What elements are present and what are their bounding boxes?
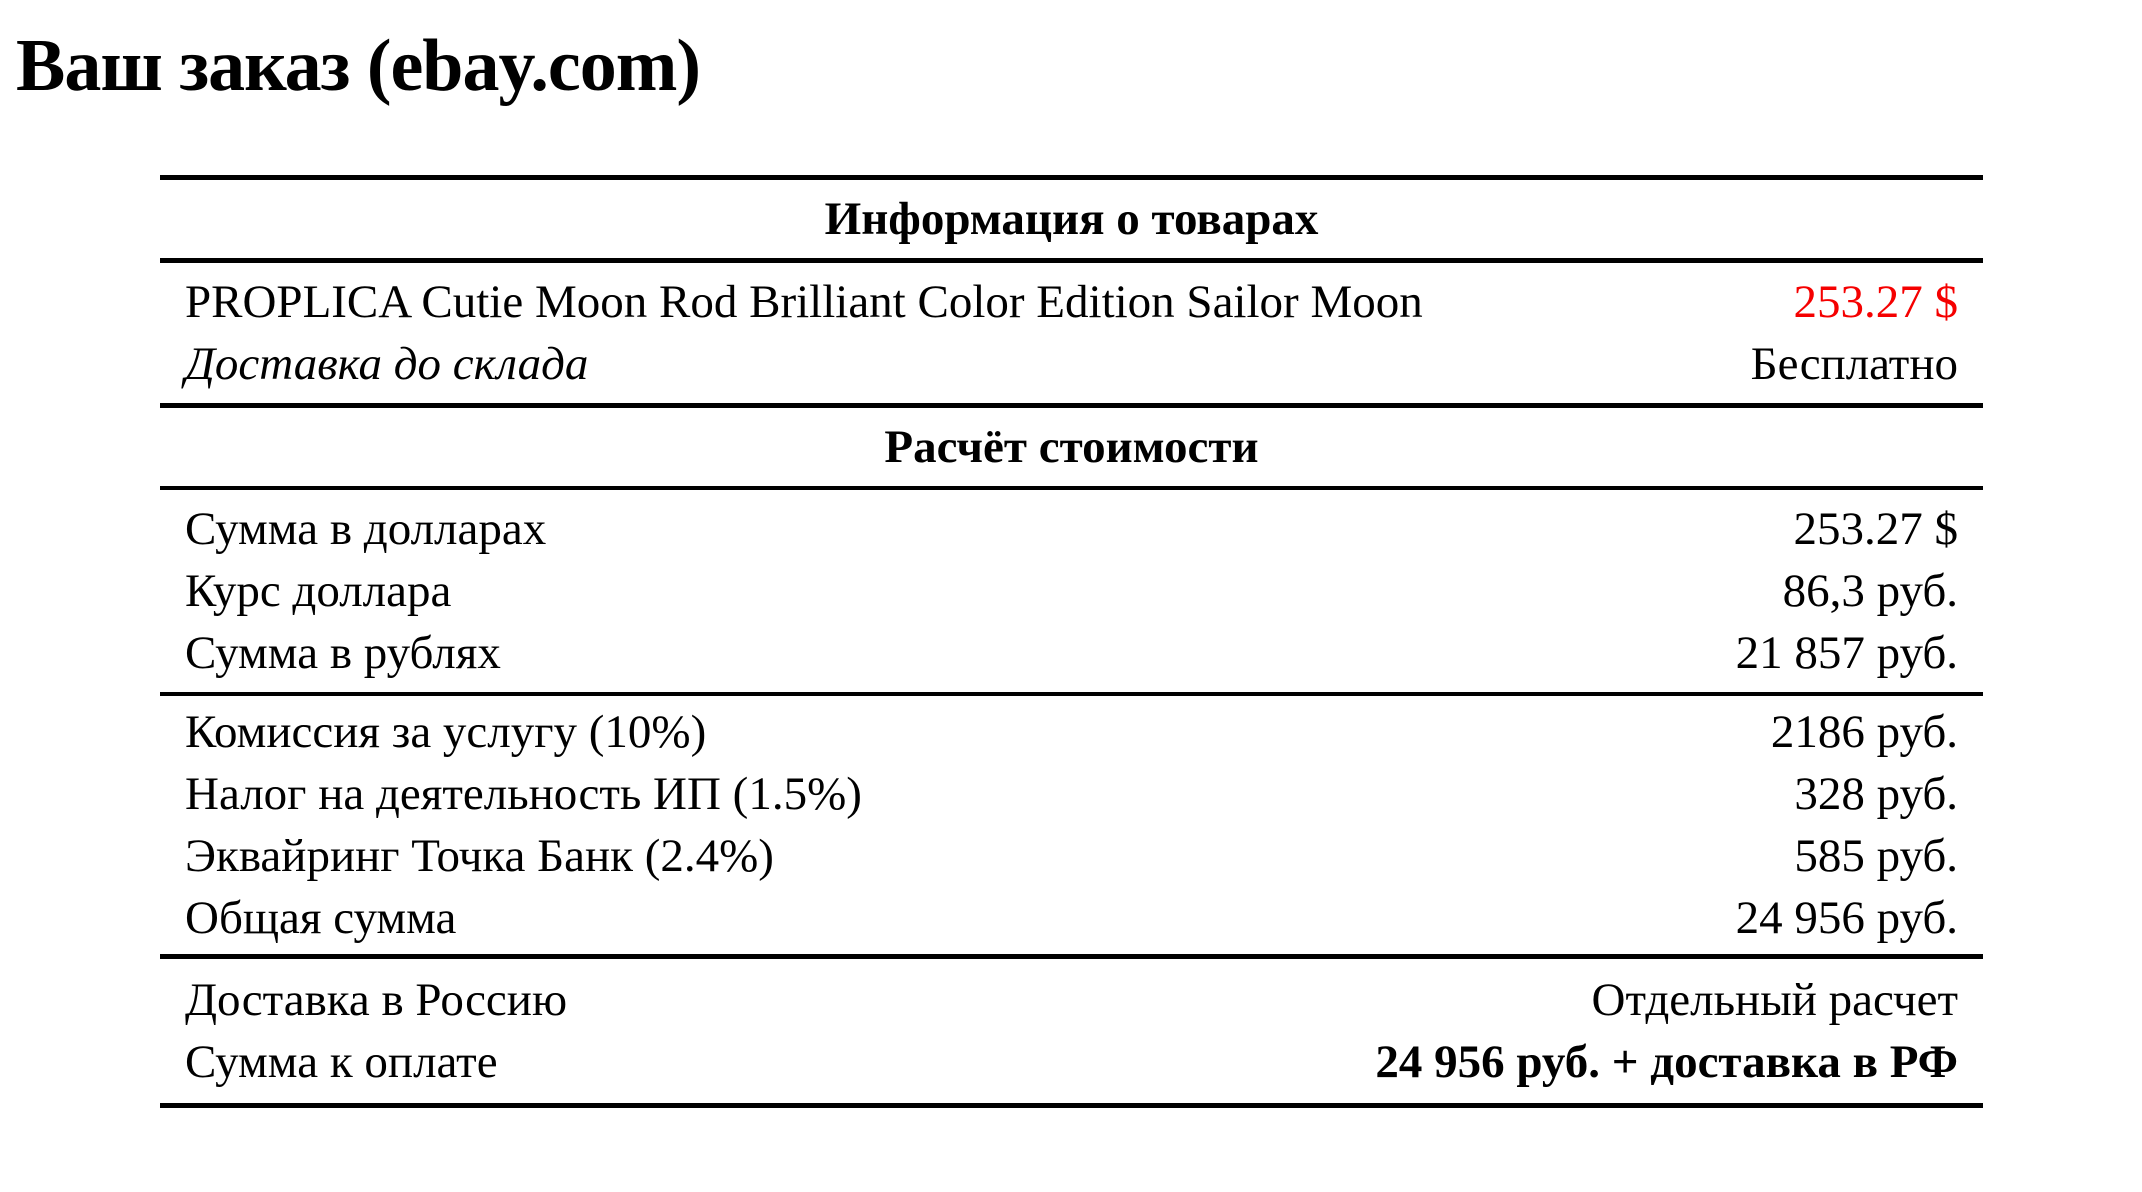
table-row-rub-sum: Сумма в рублях 21 857 руб.	[160, 622, 1983, 684]
amount-due-label: Сумма к оплате	[185, 1036, 498, 1088]
table-top-rule	[160, 175, 1983, 180]
product-name: PROPLICA Cutie Moon Rod Brilliant Color …	[185, 276, 1423, 328]
rule-above-final-section	[160, 954, 1983, 959]
page-title: Ваш заказ (ebay.com)	[16, 25, 701, 107]
currency-conversion-section: Сумма в долларах 253.27 $ Курс доллара 8…	[160, 490, 1983, 692]
tax-label: Налог на деятельность ИП (1.5%)	[185, 768, 862, 820]
table-row-warehouse-delivery: Доставка до склада Бесплатно	[160, 333, 1983, 395]
warehouse-delivery-value: Бесплатно	[1750, 338, 1958, 390]
rule-above-fees-section	[160, 692, 1983, 696]
final-section: Доставка в Россию Отдельный расчет Сумма…	[160, 959, 1983, 1103]
usd-sum-label: Сумма в долларах	[185, 503, 547, 555]
service-fee-value: 2186 руб.	[1770, 706, 1958, 758]
table-bottom-rule	[160, 1103, 1983, 1108]
product-price: 253.27 $	[1793, 276, 1959, 328]
rub-sum-value: 21 857 руб.	[1735, 627, 1958, 679]
tax-value: 328 руб.	[1794, 768, 1958, 820]
table-row-acquiring: Эквайринг Точка Банк (2.4%) 585 руб.	[160, 825, 1983, 887]
order-summary-table: Информация о товарах PROPLICA Cutie Moon…	[160, 175, 1983, 1108]
russia-delivery-label: Доставка в Россию	[185, 974, 568, 1026]
acquiring-value: 585 руб.	[1794, 830, 1958, 882]
section-header-cost-calc: Расчёт стоимости	[884, 421, 1259, 473]
usd-rate-label: Курс доллара	[185, 565, 452, 617]
table-row-tax: Налог на деятельность ИП (1.5%) 328 руб.	[160, 763, 1983, 825]
service-fee-label: Комиссия за услугу (10%)	[185, 706, 707, 758]
table-row-usd-rate: Курс доллара 86,3 руб.	[160, 560, 1983, 622]
table-row-russia-delivery: Доставка в Россию Отдельный расчет	[160, 969, 1983, 1031]
usd-sum-value: 253.27 $	[1793, 503, 1959, 555]
rule-above-cost-calc-header	[160, 403, 1983, 408]
total-label: Общая сумма	[185, 892, 457, 944]
table-row-service-fee: Комиссия за услугу (10%) 2186 руб.	[160, 701, 1983, 763]
total-value: 24 956 руб.	[1735, 892, 1958, 944]
fees-section: Комиссия за услугу (10%) 2186 руб. Налог…	[160, 696, 1983, 954]
usd-rate-value: 86,3 руб.	[1782, 565, 1958, 617]
russia-delivery-value: Отдельный расчет	[1591, 974, 1958, 1026]
table-row-product: PROPLICA Cutie Moon Rod Brilliant Color …	[160, 271, 1983, 333]
product-info-section: PROPLICA Cutie Moon Rod Brilliant Color …	[160, 263, 1983, 403]
acquiring-label: Эквайринг Точка Банк (2.4%)	[185, 830, 774, 882]
table-row-amount-due: Сумма к оплате 24 956 руб. + доставка в …	[160, 1031, 1983, 1093]
rule-below-cost-calc-header	[160, 486, 1983, 490]
section-header-product-info: Информация о товарах	[824, 193, 1319, 245]
amount-due-value: 24 956 руб. + доставка в РФ	[1375, 1036, 1958, 1088]
table-row-total: Общая сумма 24 956 руб.	[160, 887, 1983, 949]
table-row-usd-sum: Сумма в долларах 253.27 $	[160, 498, 1983, 560]
rub-sum-label: Сумма в рублях	[185, 627, 501, 679]
rule-below-product-info-header	[160, 258, 1983, 263]
warehouse-delivery-label: Доставка до склада	[185, 338, 589, 390]
